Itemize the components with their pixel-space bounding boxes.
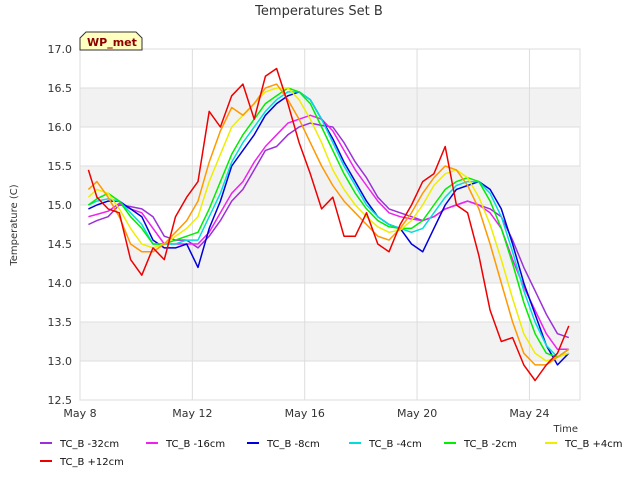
station-badge: WP_met — [79, 31, 143, 51]
series-line — [88, 91, 570, 366]
x-axis-label: Time — [553, 424, 578, 435]
y-axis-label: Temperature (C) — [9, 184, 20, 266]
alternating-bands — [80, 88, 580, 361]
x-tick-label: May 24 — [509, 407, 549, 420]
y-tick-label: 16.0 — [48, 121, 73, 134]
y-tick-label: 16.5 — [48, 82, 73, 95]
legend-label: TC_B -8cm — [266, 439, 320, 450]
legend-label: TC_B +12cm — [59, 457, 124, 468]
badge-label: WP_met — [87, 36, 137, 49]
band — [80, 166, 580, 205]
x-tick-label: May 12 — [172, 407, 212, 420]
y-tick-labels: 12.5 13.0 13.5 14.0 14.5 15.0 15.5 16.0 16.5 17.0 — [48, 43, 73, 407]
legend: TC_B -32cm TC_B -16cm TC_B -8cm TC_B -4cm TC… — [40, 439, 623, 468]
y-tick-label: 13.5 — [48, 316, 73, 329]
y-tick-label: 14.0 — [48, 277, 73, 290]
x-tick-label: May 20 — [397, 407, 437, 420]
legend-label: TC_B -32cm — [59, 439, 119, 450]
x-tick-labels: May 8 May 12 May 16 May 20 May 24 — [63, 407, 549, 420]
legend-label: TC_B -16cm — [165, 439, 225, 450]
chart-title: Temperatures Set B — [254, 4, 383, 19]
series-line — [87, 67, 570, 382]
x-tick-label: May 8 — [63, 407, 96, 420]
series-line — [88, 122, 570, 339]
gridlines — [79, 48, 580, 401]
x-tick-label: May 16 — [285, 407, 325, 420]
legend-label: TC_B -4cm — [368, 439, 422, 450]
series-lines — [87, 67, 570, 382]
badge-shape — [79, 31, 143, 51]
band — [80, 322, 580, 361]
series-line — [87, 83, 570, 366]
legend-label: TC_B +4cm — [564, 439, 623, 450]
y-tick-label: 12.5 — [48, 394, 73, 407]
y-tick-label: 14.5 — [48, 238, 73, 251]
y-tick-label: 15.5 — [48, 160, 73, 173]
band — [80, 244, 580, 283]
band — [80, 88, 580, 127]
y-tick-label: 15.0 — [48, 199, 73, 212]
legend-label: TC_B -2cm — [463, 439, 517, 450]
y-tick-label: 17.0 — [48, 43, 73, 56]
y-tick-label: 13.0 — [48, 355, 73, 368]
